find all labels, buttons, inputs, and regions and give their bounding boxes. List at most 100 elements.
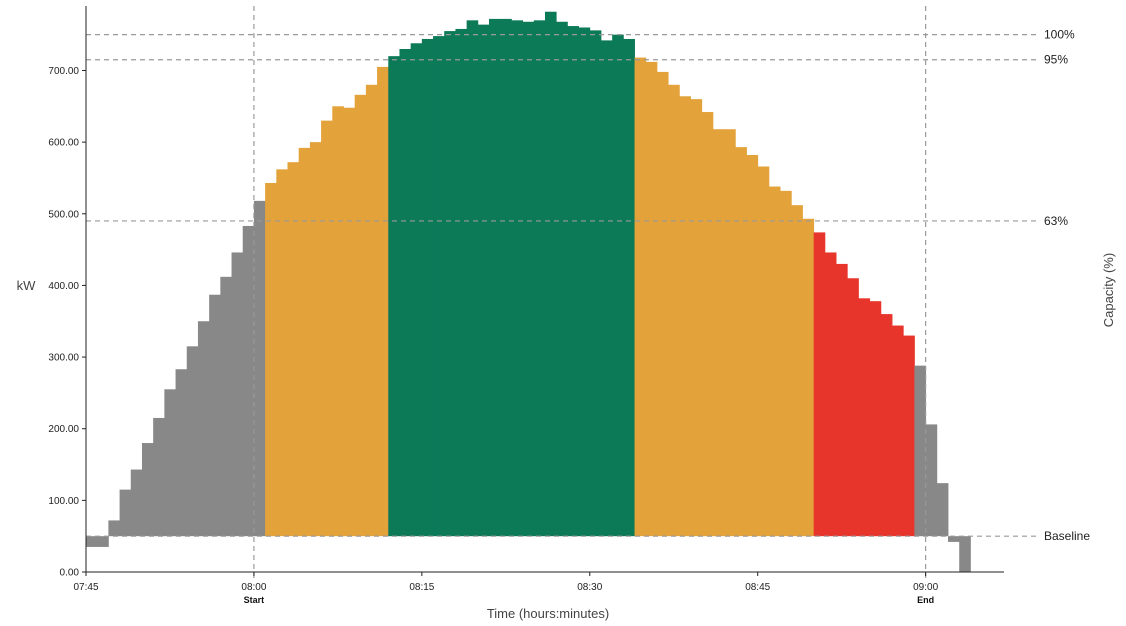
bar-30	[421, 38, 434, 537]
x-tick-sublabel-5: End	[917, 595, 934, 605]
bar-39	[522, 21, 535, 537]
x-tick-label-0: 07:45	[73, 582, 98, 593]
y-tick-label-6: 600.00	[48, 138, 79, 149]
bar-52	[668, 84, 680, 537]
bar-24	[354, 94, 367, 537]
reference-lines-group: 100% 95% 63% Baseline	[86, 6, 1090, 578]
bar-49	[634, 57, 647, 537]
reference-label-1: 95%	[1044, 53, 1068, 67]
bar-43	[567, 26, 579, 537]
bar-48	[623, 38, 635, 537]
bar-11	[209, 294, 221, 537]
bar-34	[466, 20, 479, 537]
bar-6	[153, 417, 165, 537]
y2-axis-title: Capacity (%)	[1101, 253, 1116, 327]
bar-76	[936, 483, 949, 537]
bar-62	[780, 190, 792, 537]
bar-64	[802, 218, 815, 537]
bar-9	[186, 346, 199, 537]
bar-41	[545, 11, 557, 537]
bar-12	[220, 276, 232, 537]
bar-55	[701, 112, 714, 537]
bar-14	[242, 225, 255, 537]
y-tick-label-3: 300.00	[48, 353, 79, 364]
reference-label-2: 63%	[1044, 214, 1068, 228]
bar-42	[556, 21, 568, 537]
bar-77	[948, 536, 960, 542]
bar-72	[892, 325, 904, 537]
bar-21	[321, 120, 333, 537]
bar-67	[836, 263, 848, 537]
bar-46	[600, 40, 613, 537]
x-tick-label-5: 09:00	[913, 582, 938, 593]
bar-25	[365, 84, 378, 537]
bar-15	[253, 200, 266, 537]
y-tick-label-1: 100.00	[48, 496, 79, 507]
bar-32	[444, 31, 456, 537]
bar-2	[108, 520, 120, 537]
bar-16	[265, 182, 277, 537]
x-tick-label-2: 08:15	[409, 582, 434, 593]
bar-66	[824, 252, 837, 537]
bar-36	[489, 18, 501, 537]
bar-70	[869, 301, 882, 537]
x-tick-label-1: 08:00	[241, 582, 266, 593]
reference-label-0: 100%	[1044, 28, 1075, 42]
bar-78	[959, 536, 971, 572]
x-tick-label-3: 08:30	[577, 582, 602, 593]
bar-50	[645, 61, 658, 537]
bar-10	[197, 321, 210, 537]
bar-61	[768, 186, 781, 537]
y-tick-label-2: 200.00	[48, 424, 79, 435]
bar-69	[858, 298, 871, 537]
x-tick-label-4: 08:45	[745, 582, 770, 593]
y-axis-title: kW	[17, 278, 37, 293]
bar-19	[298, 147, 311, 537]
y-tick-label-0: 0.00	[60, 568, 80, 579]
bar-38	[511, 20, 524, 537]
bar-73	[903, 335, 915, 537]
bar-56	[712, 129, 725, 537]
bar-35	[477, 24, 490, 537]
bars-group	[86, 11, 971, 572]
y-tick-label-4: 400.00	[48, 281, 79, 292]
bar-22	[332, 106, 344, 537]
bar-0	[86, 536, 98, 547]
bar-33	[455, 28, 468, 537]
bar-8	[175, 369, 188, 537]
bar-59	[746, 155, 759, 537]
bar-7	[164, 389, 176, 537]
bar-4	[130, 469, 143, 537]
bar-57	[724, 129, 736, 537]
bar-29	[410, 43, 423, 537]
bar-17	[276, 169, 288, 537]
bar-75	[925, 424, 938, 537]
bar-68	[847, 278, 859, 537]
bar-20	[309, 142, 322, 537]
bar-71	[880, 314, 893, 537]
x-axis-title: Time (hours:minutes)	[487, 606, 609, 621]
bar-13	[231, 252, 244, 537]
bar-27	[388, 56, 400, 537]
bar-51	[656, 71, 669, 537]
bar-65	[813, 232, 826, 537]
bar-53	[679, 96, 691, 537]
bar-31	[433, 36, 445, 537]
bar-1	[97, 536, 109, 547]
bar-54	[690, 99, 703, 537]
reference-label-3: Baseline	[1044, 529, 1090, 543]
bar-60	[757, 166, 770, 537]
bar-5	[141, 443, 154, 537]
bar-74	[914, 365, 927, 537]
bar-40	[533, 20, 546, 537]
axes-group: 0.00 100.00 200.00 300.00 400.00 500.00 600.00…	[48, 6, 1004, 605]
bar-23	[343, 107, 356, 537]
bar-26	[377, 66, 389, 537]
bar-44	[578, 27, 591, 537]
bar-28	[399, 48, 412, 537]
y-tick-label-5: 500.00	[48, 209, 79, 220]
bar-58	[735, 147, 747, 537]
bar-3	[119, 489, 132, 537]
bar-45	[589, 30, 602, 537]
